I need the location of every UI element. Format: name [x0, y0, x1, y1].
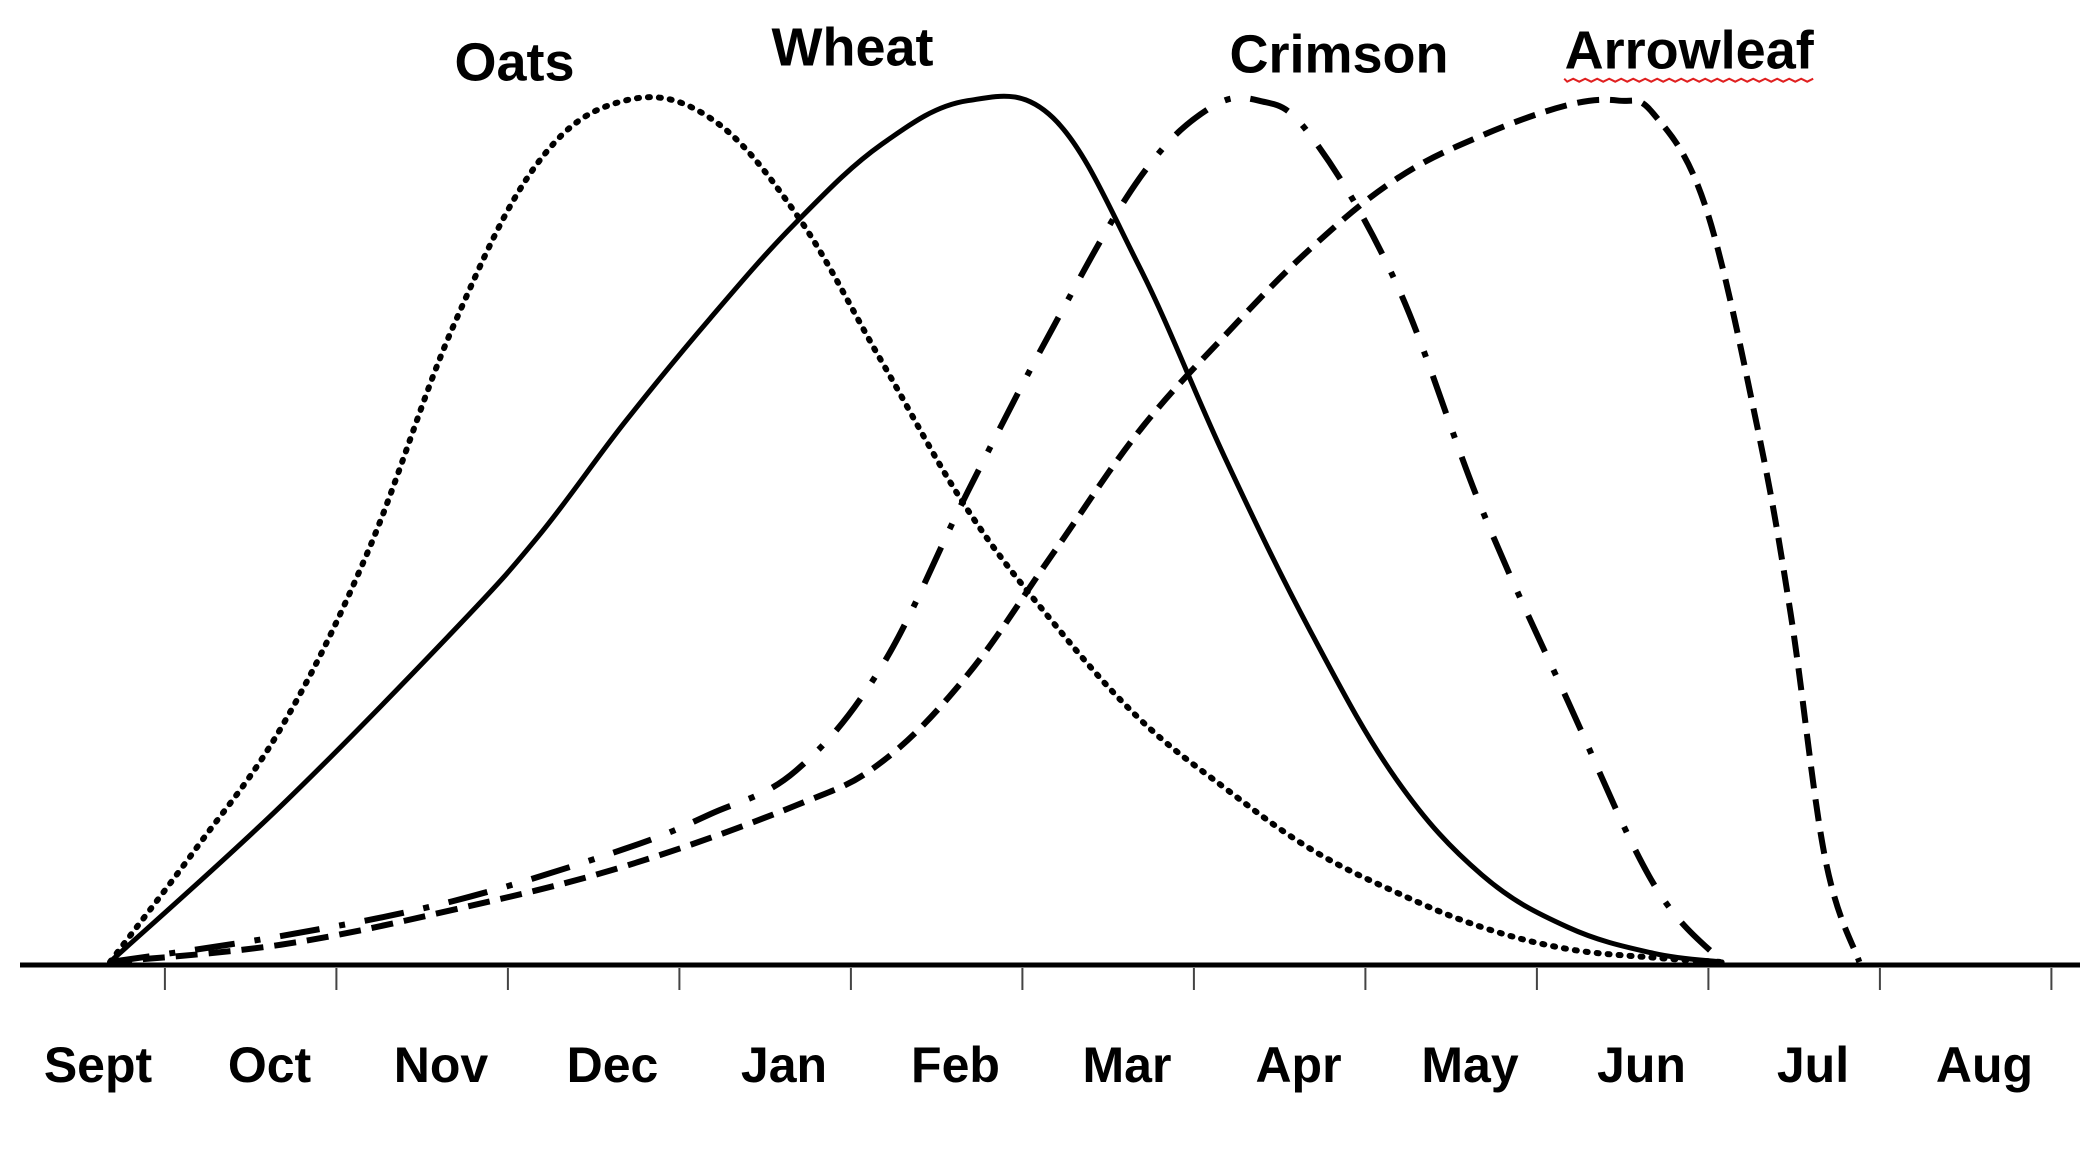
x-axis-tick-labels: Sept Oct Nov Dec Jan Feb Mar Apr May Jun Jul Aug [44, 1037, 2033, 1093]
series-line-wheat [107, 93, 1725, 965]
series-line-arrowleaf [109, 96, 1863, 965]
series-label-arrowleaf: Arrowleaf [1565, 21, 1815, 81]
x-tick-label-jun: Jun [1597, 1037, 1686, 1093]
series-line-crimson [109, 94, 1725, 965]
series-label-crimson: Crimson [1229, 25, 1448, 85]
series-label-oats: Oats [454, 33, 574, 93]
x-tick-label-may: May [1421, 1037, 1518, 1093]
x-tick-label-feb: Feb [911, 1037, 1000, 1093]
series-label-wheat: Wheat [772, 18, 934, 78]
x-tick-label-jul: Jul [1777, 1037, 1849, 1093]
series-line-oats [107, 94, 1726, 965]
x-tick-label-aug: Aug [1936, 1037, 2033, 1093]
series-labels: Oats Wheat Crimson Arrowleaf [454, 18, 1814, 93]
x-tick-label-oct: Oct [228, 1037, 312, 1093]
x-tick-label-jan: Jan [741, 1037, 827, 1093]
series-layer [107, 93, 1863, 965]
x-tick-label-mar: Mar [1083, 1037, 1172, 1093]
x-tick-label-nov: Nov [394, 1037, 489, 1093]
x-axis-ticks [163, 968, 2053, 990]
x-tick-label-apr: Apr [1255, 1037, 1341, 1093]
spellcheck-underline [1563, 77, 1814, 83]
x-tick-label-dec: Dec [567, 1037, 659, 1093]
x-tick-label-sept: Sept [44, 1037, 153, 1093]
